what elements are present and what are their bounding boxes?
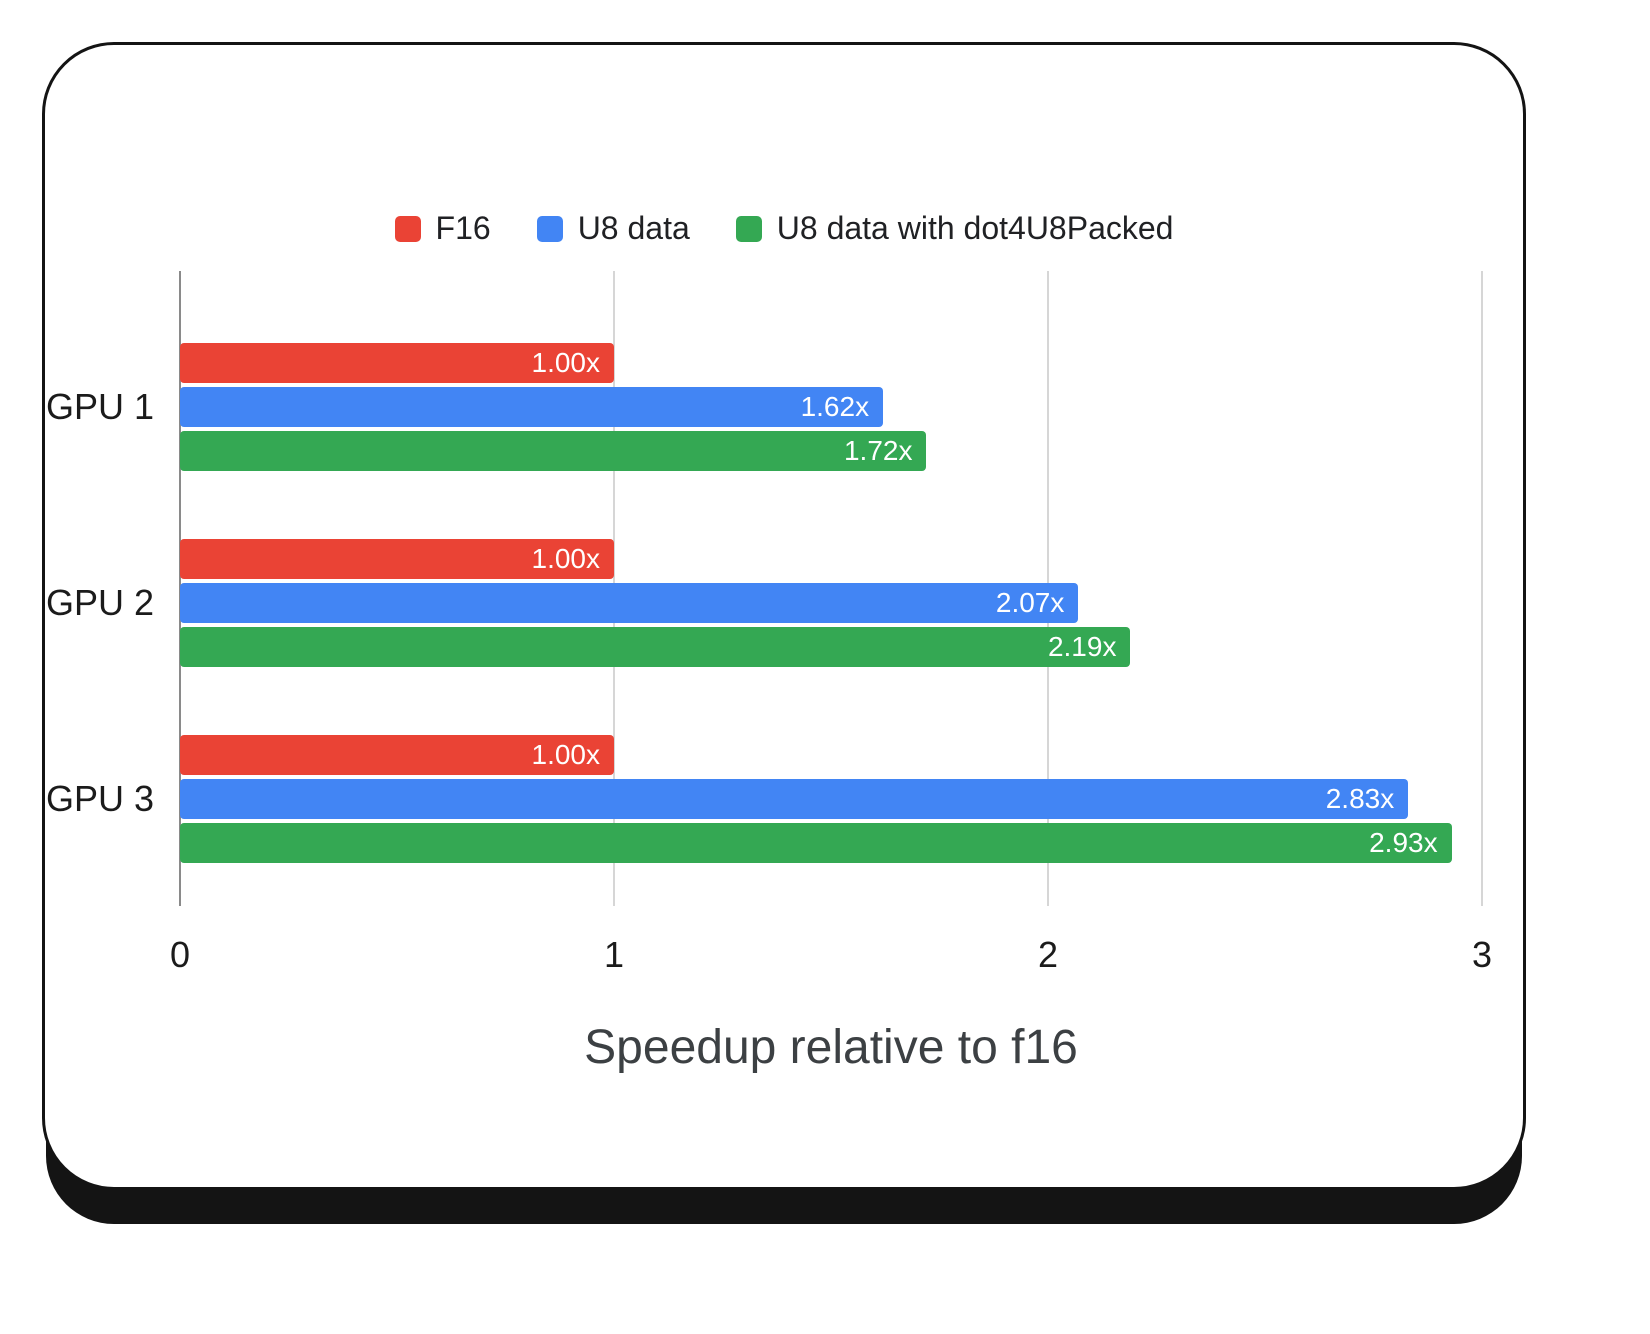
x-tick-label-0: 0 xyxy=(169,934,191,975)
chart: GPU 1 1.00x 1.62x 1.72x GPU 2 1.00x 2.07x 2.19x… xyxy=(46,271,1492,1075)
x-tick-label-1: 1 xyxy=(603,934,625,975)
legend: F16 U8 data U8 data with dot4U8Packed xyxy=(45,210,1523,247)
bar-group-gpu-3: GPU 3 1.00x 2.83x 2.93x xyxy=(46,735,1482,863)
bar-group-gpu-2: GPU 2 1.00x 2.07x 2.19x xyxy=(46,539,1482,667)
bar-value-label: 2.07x xyxy=(995,587,1065,618)
bar-u8-data-gpu-2: 2.07x xyxy=(180,583,1079,623)
bar-value-label: 1.00x xyxy=(531,347,601,378)
category-label-gpu-3: GPU 3 xyxy=(45,778,154,819)
bar-f16-gpu-1: 1.00x xyxy=(180,343,614,383)
bar-group-gpu-1: GPU 1 1.00x 1.62x 1.72x xyxy=(46,343,1482,471)
legend-label: U8 data xyxy=(577,210,690,246)
x-tick-label-3: 3 xyxy=(1471,934,1493,975)
bar-u8-data-with-dot4u8packed-gpu-1: 1.72x xyxy=(180,431,927,471)
x-axis-label: Speedup relative to f16 xyxy=(584,1021,1078,1074)
bar-value-label: 1.72x xyxy=(843,435,913,466)
gridline-3 xyxy=(1481,271,1483,906)
legend-swatch-icon xyxy=(394,215,421,242)
legend-item-u8-data-with-dot4u8packed: U8 data with dot4U8Packed xyxy=(735,210,1174,247)
legend-swatch-icon xyxy=(735,215,762,242)
bar-u8-data-gpu-3: 2.83x xyxy=(180,779,1409,819)
bar-f16-gpu-2: 1.00x xyxy=(180,539,614,579)
bar-f16-gpu-3: 1.00x xyxy=(180,735,614,775)
x-axis-ticks: 0 1 2 3 xyxy=(170,934,1492,980)
plot-area: GPU 1 1.00x 1.62x 1.72x GPU 2 1.00x 2.07x 2.19x… xyxy=(46,271,1483,906)
bar-value-label: 2.83x xyxy=(1325,783,1395,814)
bar-value-label: 1.62x xyxy=(800,391,870,422)
bar-u8-data-with-dot4u8packed-gpu-3: 2.93x xyxy=(180,823,1452,863)
bar-value-label: 1.00x xyxy=(531,543,601,574)
chart-card: F16 U8 data U8 data with dot4U8Packed GPU … xyxy=(42,42,1526,1190)
category-label-gpu-1: GPU 1 xyxy=(45,386,154,427)
legend-item-f16: F16 xyxy=(394,210,491,247)
legend-label: U8 data with dot4U8Packed xyxy=(776,210,1174,246)
bar-u8-data-gpu-1: 1.62x xyxy=(180,387,884,427)
bar-value-label: 2.19x xyxy=(1047,631,1117,662)
bar-u8-data-with-dot4u8packed-gpu-2: 2.19x xyxy=(180,627,1131,667)
legend-item-u8-data: U8 data xyxy=(536,210,690,247)
category-label-gpu-2: GPU 2 xyxy=(45,582,154,623)
bar-value-label: 1.00x xyxy=(531,739,601,770)
bar-groups: GPU 1 1.00x 1.62x 1.72x GPU 2 1.00x 2.07x 2.19x… xyxy=(46,271,1482,863)
legend-swatch-icon xyxy=(536,215,563,242)
bar-value-label: 2.93x xyxy=(1369,827,1438,858)
legend-label: F16 xyxy=(435,210,491,246)
x-tick-label-2: 2 xyxy=(1037,934,1059,975)
